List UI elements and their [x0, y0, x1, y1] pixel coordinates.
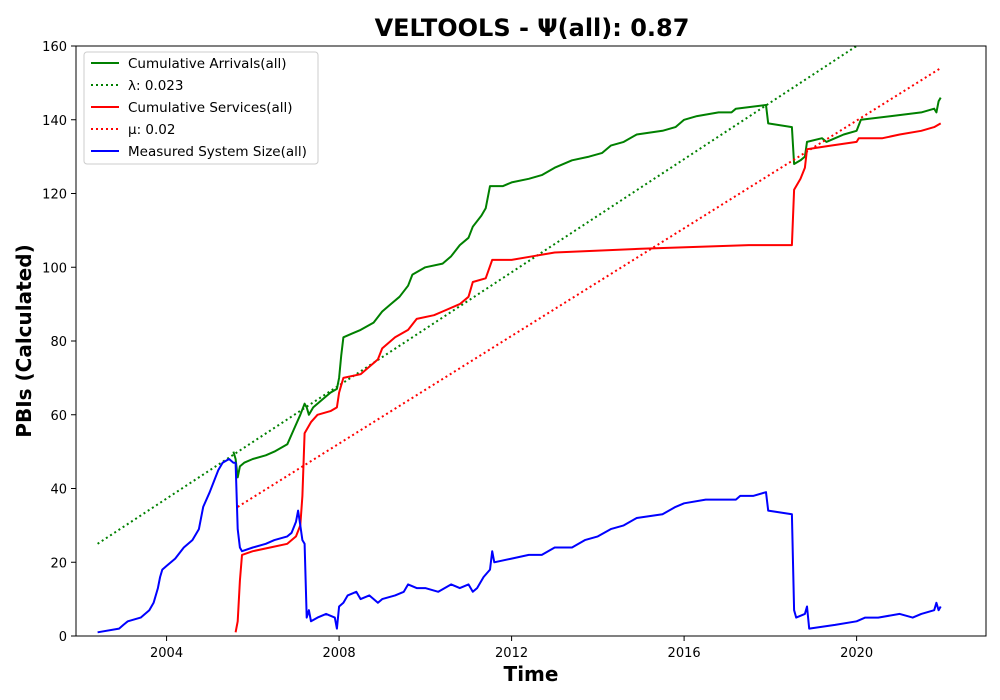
series-line-2	[234, 122, 942, 633]
legend-label-1: λ: 0.023	[128, 78, 183, 94]
y-tick-label: 100	[42, 261, 67, 276]
legend-label-4: Measured System Size(all)	[128, 144, 307, 160]
y-tick-label: 40	[50, 483, 67, 498]
y-axis-title: PBIs (Calculated)	[12, 244, 36, 437]
x-tick-label: 2004	[150, 646, 183, 661]
x-tick-label: 2008	[323, 646, 356, 661]
x-axis: 2004 2008 2012 2016 2020	[150, 636, 873, 661]
legend-label-2: Cumulative Services(all)	[128, 100, 293, 116]
y-tick-label: 0	[59, 630, 67, 645]
series-line-3	[237, 67, 942, 508]
series-line-4	[97, 458, 942, 634]
legend-frame	[83, 51, 319, 165]
legend: Cumulative Arrivals(all) λ: 0.023 Cumulati…	[83, 51, 319, 165]
y-tick-label: 20	[50, 556, 67, 571]
y-tick-label: 60	[50, 409, 67, 424]
x-tick-label: 2012	[495, 646, 528, 661]
plot-lines	[97, 45, 942, 634]
x-tick-label: 2020	[840, 646, 873, 661]
y-axis: 0 20 40 60 80 100 120 140 160	[42, 40, 76, 645]
x-tick-label: 2016	[668, 646, 701, 661]
y-tick-label: 120	[42, 188, 67, 203]
x-axis-title: Time	[504, 662, 559, 686]
series-line-0	[232, 97, 942, 479]
y-tick-label: 140	[42, 114, 67, 129]
y-tick-label: 160	[42, 40, 67, 55]
legend-label-0: Cumulative Arrivals(all)	[128, 56, 287, 72]
legend-label-3: μ: 0.02	[128, 122, 176, 138]
y-tick-label: 80	[50, 335, 67, 350]
chart-title: VELTOOLS - Ψ(all): 0.87	[375, 14, 690, 42]
